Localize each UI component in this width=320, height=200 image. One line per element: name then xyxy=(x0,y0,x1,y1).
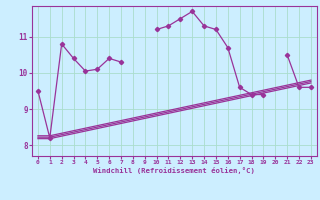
X-axis label: Windchill (Refroidissement éolien,°C): Windchill (Refroidissement éolien,°C) xyxy=(93,167,255,174)
